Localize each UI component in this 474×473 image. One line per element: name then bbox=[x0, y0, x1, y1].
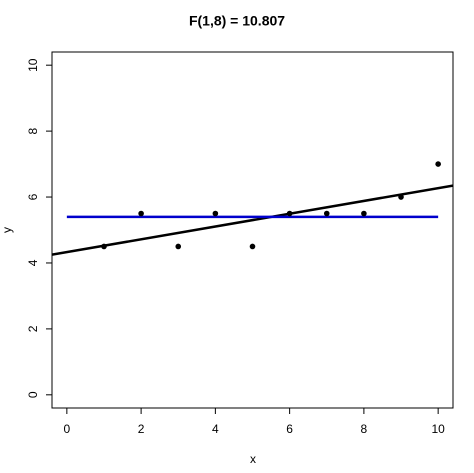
x-tick-label: 8 bbox=[361, 422, 368, 436]
x-tick-label: 6 bbox=[286, 422, 293, 436]
x-tick-label: 2 bbox=[138, 422, 145, 436]
point bbox=[175, 243, 182, 250]
x-axis-label: x bbox=[250, 452, 256, 466]
y-tick-label: 0 bbox=[26, 391, 40, 398]
regression-line bbox=[52, 184, 453, 256]
y-axis-label: y bbox=[0, 227, 14, 233]
y-tick-label: 6 bbox=[26, 193, 40, 200]
point bbox=[101, 243, 107, 250]
plot-frame bbox=[51, 51, 454, 409]
point bbox=[286, 210, 293, 217]
y-tick-label: 10 bbox=[26, 58, 40, 72]
x-tick-label: 0 bbox=[64, 422, 71, 436]
point bbox=[323, 210, 330, 217]
point bbox=[249, 243, 256, 250]
point bbox=[398, 194, 404, 200]
point bbox=[212, 210, 219, 217]
x-tick-label: 10 bbox=[431, 422, 445, 436]
chart-title: F(1,8) = 10.807 bbox=[189, 13, 285, 29]
y-tick-label: 2 bbox=[26, 325, 40, 332]
point bbox=[361, 210, 367, 217]
point bbox=[138, 210, 144, 217]
x-tick-label: 4 bbox=[212, 422, 219, 436]
y-tick-label: 4 bbox=[26, 259, 40, 266]
y-tick-label: 8 bbox=[26, 127, 40, 134]
point bbox=[435, 161, 441, 167]
